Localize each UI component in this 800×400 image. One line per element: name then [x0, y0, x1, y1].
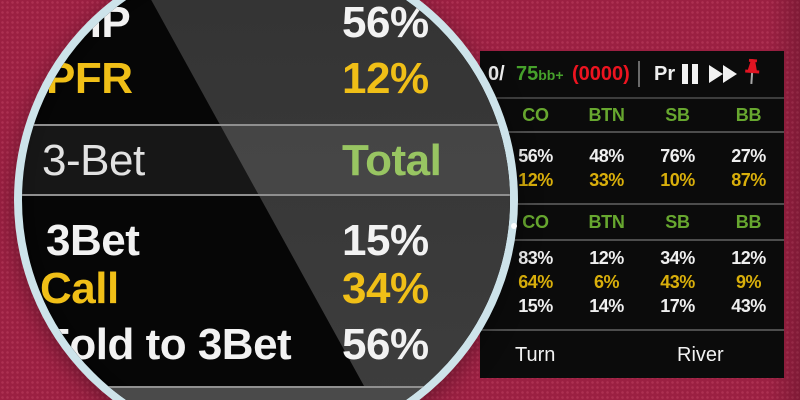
- stat-row: 83% 12% 34% 12%: [500, 246, 784, 270]
- pin-icon[interactable]: [740, 58, 764, 90]
- stat-label-pfr: PFR: [46, 54, 133, 103]
- street-tabs: Turn River: [480, 332, 784, 378]
- header-co: CO: [522, 105, 549, 125]
- section-column-total: Total: [342, 136, 442, 185]
- stat-cell: 43%: [660, 272, 695, 292]
- header-btn: BTN: [588, 212, 625, 232]
- stat-value-fold-to-3bet: 56%: [342, 320, 429, 369]
- stat-cell: 6%: [593, 272, 620, 292]
- fast-forward-icon[interactable]: [708, 64, 740, 89]
- header-bb: BB: [735, 105, 762, 125]
- hud-panel: 0/ 75bb+ (0000) Pr CO BTN SB BB 56% 48% …: [480, 51, 784, 378]
- stat-cell: 64%: [518, 272, 553, 292]
- stat-cell: 83%: [518, 248, 553, 268]
- stat-value-3bet: 15%: [342, 216, 429, 265]
- stat-cell: 14%: [589, 296, 624, 316]
- header-co: CO: [522, 212, 549, 232]
- header-btn: BTN: [588, 105, 625, 125]
- tab-river[interactable]: River: [677, 344, 724, 366]
- position-header-row: CO BTN SB BB: [500, 206, 784, 238]
- panel-divider: [480, 203, 784, 205]
- stat-value-pfr: 12%: [342, 54, 429, 103]
- stat-cell: 27%: [731, 146, 766, 166]
- stat-cell: 48%: [589, 146, 624, 166]
- section-header-band: [22, 126, 510, 196]
- lens-divider: [22, 124, 510, 126]
- stat-cell: 12%: [518, 170, 553, 190]
- stat-label-vpip: VPIP: [32, 0, 131, 47]
- stat-cell: 33%: [589, 170, 624, 190]
- section-title-3bet: 3-Bet: [42, 136, 145, 185]
- panel-divider: [480, 239, 784, 241]
- panel-divider: [480, 131, 784, 133]
- stat-label-fold-to-3bet: Fold to 3Bet: [43, 320, 292, 369]
- hud-topbar: 0/ 75bb+ (0000) Pr: [480, 51, 784, 97]
- magnifier-lens: VPIP 56% PFR 12% 3-Bet Total 3Bet 15% Ca…: [14, 0, 518, 400]
- stat-row: 15% 14% 17% 43%: [500, 294, 784, 318]
- stat-cell: 43%: [731, 296, 766, 316]
- stat-cell: 34%: [660, 248, 695, 268]
- stat-cell: 12%: [731, 248, 766, 268]
- stat-row: 64% 6% 43% 9%: [500, 270, 784, 294]
- panel-divider: [480, 97, 784, 99]
- stat-cell: 9%: [735, 272, 762, 292]
- stat-cell: 87%: [731, 170, 766, 190]
- lens-highlight-dot: [511, 223, 517, 229]
- stat-cell: 56%: [518, 146, 553, 166]
- tab-turn[interactable]: Turn: [515, 344, 556, 366]
- stat-label-call: Call: [40, 264, 119, 313]
- stat-label-3bet: 3Bet: [46, 216, 140, 265]
- stat-row: 56% 48% 76% 27%: [500, 144, 784, 168]
- stat-cell: 76%: [660, 146, 695, 166]
- stat-value-vpip: 56%: [342, 0, 429, 47]
- hands-counter: (0000): [572, 63, 630, 85]
- pr-label: Pr: [654, 63, 676, 85]
- header-sb: SB: [665, 105, 690, 125]
- panel-divider: [480, 329, 784, 331]
- pause-icon[interactable]: [682, 64, 702, 89]
- stat-cell: 12%: [589, 248, 624, 268]
- topbar-divider: [638, 61, 640, 87]
- header-bb: BB: [735, 212, 762, 232]
- stat-cell: 10%: [660, 170, 695, 190]
- header-sb: SB: [665, 212, 690, 232]
- stat-value-call: 34%: [342, 264, 429, 313]
- stat-row: 12% 33% 10% 87%: [500, 168, 784, 192]
- lens-divider: [22, 194, 510, 196]
- position-header-row: CO BTN SB BB: [500, 99, 784, 131]
- stack-depth-label: 75bb+: [516, 63, 564, 85]
- stat-cell: 15%: [518, 296, 553, 316]
- stat-cell: 17%: [660, 296, 695, 316]
- next-section-strip: [22, 386, 510, 400]
